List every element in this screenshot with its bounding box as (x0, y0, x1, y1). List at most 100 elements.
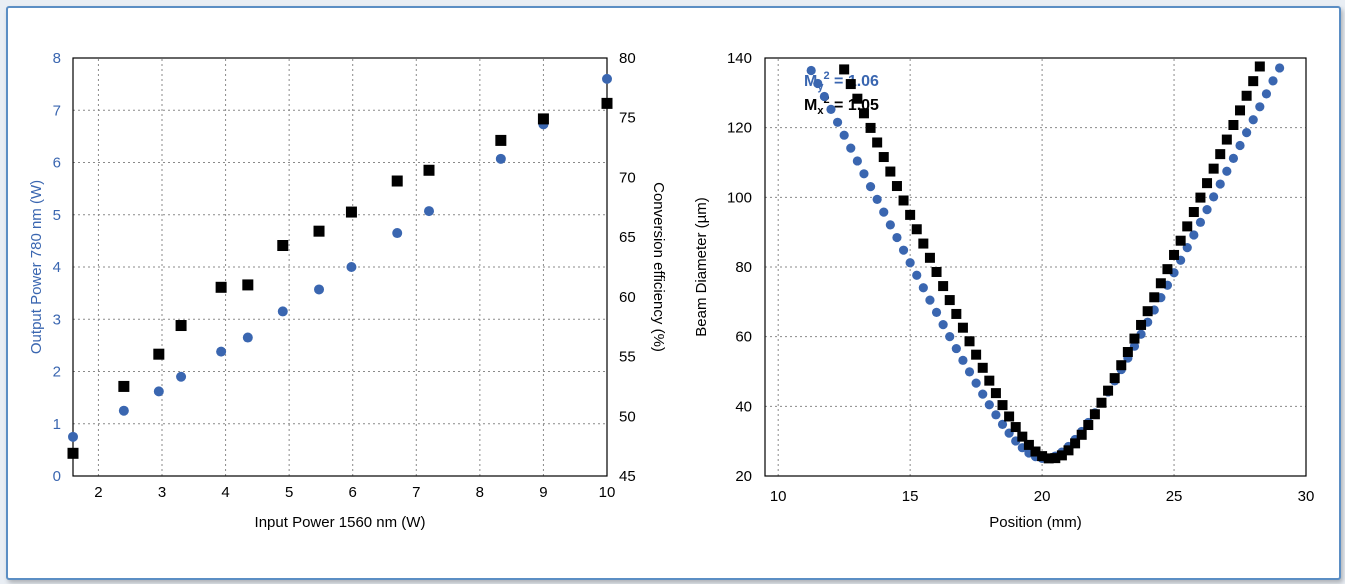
left-point-output-power (68, 431, 78, 442)
right-y-tick-label-value: 40 (735, 398, 752, 415)
left-point-efficiency (242, 279, 254, 291)
right-point-my (1261, 89, 1272, 99)
left-y-tick-label: 1 (53, 416, 61, 433)
right-point-mx (1136, 319, 1147, 330)
right-point-mx (1023, 439, 1034, 450)
figure-frame (6, 6, 1341, 580)
left-point-output-power (602, 73, 612, 84)
right-point-mx (878, 152, 889, 163)
left-x-tick-label: 2 (94, 484, 102, 501)
right-point-mx (1182, 221, 1193, 232)
right-point-my (892, 232, 902, 243)
right-y-tick-label: 55 (619, 349, 636, 366)
left-x-tick-label: 10 (599, 484, 616, 501)
right-point-mx (918, 238, 929, 249)
left-point-output-power (277, 306, 288, 317)
right-point-my (984, 400, 994, 410)
right-x-tick-label: 25 (1166, 488, 1183, 505)
right-point-my (1215, 179, 1225, 189)
right-point-mx (1175, 235, 1186, 246)
left-point-output-power (118, 405, 129, 416)
right-point-my (1275, 63, 1285, 73)
right-point-mx (1142, 306, 1153, 317)
right-point-my (859, 169, 869, 179)
left-x-axis-label: Input Power 1560 nm (W) (255, 514, 426, 531)
right-y-axis-label-beam: Beam Diameter (µm) (693, 197, 710, 337)
left-y-tick-label: 0 (53, 468, 61, 485)
right-point-mx (905, 209, 916, 220)
right-point-my (1222, 166, 1232, 176)
right-point-mx (1202, 178, 1213, 189)
right-point-mx (1122, 347, 1133, 358)
left-y-tick-label: 8 (53, 50, 61, 67)
right-point-my (964, 367, 975, 377)
right-point-my (905, 258, 915, 268)
left-x-tick-label: 3 (158, 484, 166, 501)
right-y-tick-label-value: 100 (727, 189, 752, 206)
right-point-mx (1096, 397, 1107, 408)
right-point-my (826, 104, 836, 114)
left-point-efficiency (153, 348, 165, 360)
right-point-my (1209, 192, 1219, 202)
left-x-tick-label: 5 (285, 484, 293, 501)
right-point-mx (1208, 163, 1219, 174)
right-y-tick-label: 70 (619, 169, 636, 186)
right-point-my (806, 65, 816, 76)
left-point-efficiency (67, 447, 79, 459)
left-point-output-power (176, 371, 187, 382)
right-point-mx (1043, 453, 1054, 464)
right-y-tick-label-value: 60 (735, 329, 752, 346)
right-point-mx (938, 281, 949, 292)
left-plot-area (72, 57, 608, 477)
left-point-output-power (495, 153, 506, 164)
left-point-efficiency (601, 97, 613, 109)
left-point-efficiency (118, 380, 130, 392)
right-y-tick-label: 65 (619, 229, 636, 246)
right-point-my (813, 78, 823, 89)
left-point-output-power (153, 386, 164, 397)
right-y-tick-label: 50 (619, 408, 636, 425)
right-point-mx (858, 108, 869, 119)
left-point-output-power (424, 206, 434, 217)
right-point-mx (898, 195, 909, 206)
left-point-efficiency (391, 175, 403, 187)
right-point-my (872, 194, 882, 204)
right-point-my (991, 410, 1001, 420)
right-point-mx (931, 266, 942, 277)
left-point-output-power (314, 284, 325, 295)
right-point-mx (839, 64, 850, 75)
right-point-my (912, 270, 922, 280)
left-point-efficiency (313, 225, 325, 237)
left-point-efficiency (537, 113, 549, 125)
right-point-mx (872, 137, 883, 148)
right-x-tick-label: 30 (1298, 488, 1315, 505)
right-y-tick-label-value: 120 (727, 120, 752, 137)
right-y-tick-label-value: 140 (727, 50, 752, 67)
right-point-mx (1129, 333, 1140, 344)
right-point-mx (1254, 61, 1265, 72)
right-point-my (1228, 153, 1239, 163)
right-point-my (958, 355, 968, 365)
right-point-my (1195, 217, 1206, 227)
right-point-mx (1109, 373, 1120, 384)
left-point-efficiency (215, 281, 227, 293)
right-point-my (1248, 115, 1258, 125)
right-point-mx (1070, 438, 1081, 449)
left-point-output-power (216, 346, 227, 357)
right-point-mx (891, 181, 902, 192)
left-point-efficiency (495, 134, 507, 146)
right-point-mx (1169, 249, 1180, 260)
right-point-mx (1248, 76, 1259, 87)
right-point-mx (1149, 292, 1160, 303)
right-point-mx (1228, 119, 1239, 130)
right-point-my (978, 389, 988, 399)
right-point-mx (1235, 105, 1246, 116)
left-y-tick-label: 4 (53, 259, 61, 276)
right-y-tick-label: 75 (619, 110, 636, 127)
right-point-mx (957, 322, 968, 333)
right-point-my (918, 283, 928, 293)
right-point-my (819, 91, 829, 102)
left-y-tick-label: 6 (53, 155, 61, 172)
right-point-my (938, 319, 948, 330)
right-point-my (1189, 230, 1199, 240)
